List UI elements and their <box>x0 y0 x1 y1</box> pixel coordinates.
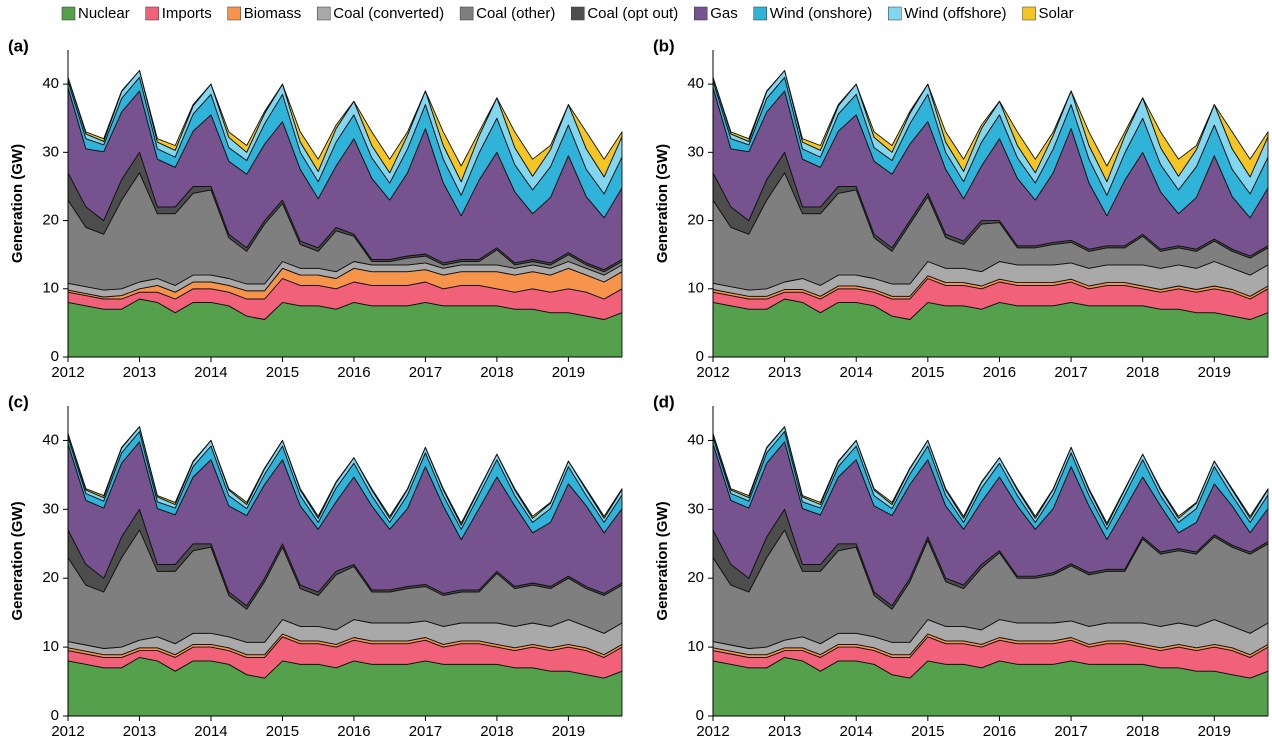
x-tick-label: 2019 <box>552 723 585 740</box>
x-tick-label: 2016 <box>337 364 370 381</box>
x-tick-label: 2017 <box>1054 364 1087 381</box>
legend-swatch <box>316 6 331 21</box>
legend-item: Solar <box>1022 5 1074 22</box>
area <box>712 426 1269 526</box>
y-tick-label: 10 <box>42 638 59 655</box>
x-tick-label: 2015 <box>911 723 944 740</box>
y-tick-label: 20 <box>687 212 704 229</box>
y-tick-label: 40 <box>42 75 59 92</box>
x-tick-label: 2013 <box>768 723 801 740</box>
y-tick-label: 10 <box>687 638 704 655</box>
y-tick-label: 40 <box>687 75 704 92</box>
legend-label: Wind (offshore) <box>904 5 1006 22</box>
x-tick-label: 2014 <box>840 364 873 381</box>
legend-label: Wind (onshore) <box>770 5 873 22</box>
y-tick-label: 10 <box>42 280 59 297</box>
x-tick-label: 2013 <box>123 723 156 740</box>
area <box>67 426 623 526</box>
legend-label: Coal (other) <box>476 5 555 22</box>
x-tick-label: 2016 <box>337 723 370 740</box>
y-axis-label: Generation (GW) <box>9 501 26 620</box>
y-tick-label: 0 <box>51 707 59 724</box>
legend-swatch <box>145 6 159 21</box>
x-tick-label: 2014 <box>840 723 873 740</box>
legend-swatch <box>693 6 708 21</box>
panel: 0 10 20 30 40 2012 2013 2014 2015 2016 2017 2018 201… <box>653 392 1269 740</box>
x-tick-label: 2017 <box>409 364 442 381</box>
y-tick-label: 0 <box>696 348 704 365</box>
panel: 0 10 20 30 40 2012 2013 2014 2015 2016 2017 2018 201… <box>8 392 623 740</box>
x-tick-label: 2012 <box>696 723 729 740</box>
y-tick-label: 30 <box>42 500 59 517</box>
panel-title: (a) <box>8 36 29 55</box>
y-tick-label: 40 <box>687 431 704 448</box>
x-tick-label: 2012 <box>696 364 729 381</box>
y-tick-label: 20 <box>42 212 59 229</box>
y-tick-label: 0 <box>51 348 59 365</box>
legend-item: Biomass <box>227 5 302 22</box>
x-tick-label: 2016 <box>983 723 1016 740</box>
x-tick-label: 2015 <box>266 364 299 381</box>
x-tick-label: 2019 <box>1198 723 1231 740</box>
y-tick-label: 30 <box>687 500 704 517</box>
x-tick-label: 2017 <box>1054 723 1087 740</box>
legend-label: Nuclear <box>78 5 130 22</box>
legend-item: Coal (opt out) <box>571 5 678 22</box>
y-axis-label: Generation (GW) <box>654 501 671 620</box>
area <box>67 70 623 183</box>
x-tick-label: 2019 <box>552 364 585 381</box>
legend-item: Imports <box>145 5 212 22</box>
x-tick-label: 2018 <box>1126 723 1159 740</box>
legend-label: Imports <box>162 5 212 22</box>
x-tick-label: 2014 <box>194 364 227 381</box>
y-tick-label: 0 <box>696 707 704 724</box>
panel-title: (b) <box>653 36 675 55</box>
legend-label: Coal (converted) <box>333 5 444 22</box>
x-tick-label: 2012 <box>51 723 84 740</box>
legend-swatch <box>459 6 474 21</box>
x-tick-label: 2018 <box>480 364 513 381</box>
legend-item: Gas <box>693 5 738 22</box>
y-tick-label: 30 <box>687 143 704 160</box>
y-tick-label: 20 <box>42 569 59 586</box>
legend-item: Wind (offshore) <box>888 5 1007 22</box>
y-axis-label: Generation (GW) <box>9 144 26 263</box>
legend-swatch <box>888 6 902 21</box>
x-tick-label: 2015 <box>266 723 299 740</box>
legend-label: Coal (opt out) <box>587 5 678 22</box>
x-tick-label: 2012 <box>51 364 84 381</box>
legend-swatch <box>61 6 76 21</box>
area <box>712 70 1269 183</box>
legend-label: Solar <box>1039 5 1074 22</box>
x-tick-label: 2019 <box>1198 364 1231 381</box>
legend-item: Wind (onshore) <box>753 5 873 22</box>
x-tick-label: 2015 <box>911 364 944 381</box>
legend-item: Coal (converted) <box>316 5 444 22</box>
y-tick-label: 10 <box>687 280 704 297</box>
legend-swatch <box>227 6 241 21</box>
legend-item: Coal (other) <box>459 5 555 22</box>
panel: 0 10 20 30 40 2012 2013 2014 2015 2016 2017 2018 201… <box>8 36 623 381</box>
legend-label: Biomass <box>244 5 302 22</box>
legend-item: Nuclear <box>61 5 130 22</box>
legend-swatch <box>571 6 585 21</box>
x-tick-label: 2018 <box>1126 364 1159 381</box>
x-tick-label: 2014 <box>194 723 227 740</box>
y-tick-label: 20 <box>687 569 704 586</box>
panel-title: (c) <box>8 392 29 411</box>
x-tick-label: 2017 <box>409 723 442 740</box>
legend-label: Gas <box>710 5 738 22</box>
panel-title: (d) <box>653 392 675 411</box>
x-tick-label: 2013 <box>123 364 156 381</box>
legend-swatch <box>753 6 767 21</box>
y-tick-label: 30 <box>42 143 59 160</box>
x-tick-label: 2016 <box>983 364 1016 381</box>
y-axis-label: Generation (GW) <box>654 144 671 263</box>
x-tick-label: 2018 <box>480 723 513 740</box>
legend-swatch <box>1022 6 1036 21</box>
panel: 0 10 20 30 40 2012 2013 2014 2015 2016 2017 2018 201… <box>653 36 1269 381</box>
y-tick-label: 40 <box>42 431 59 448</box>
x-tick-label: 2013 <box>768 364 801 381</box>
